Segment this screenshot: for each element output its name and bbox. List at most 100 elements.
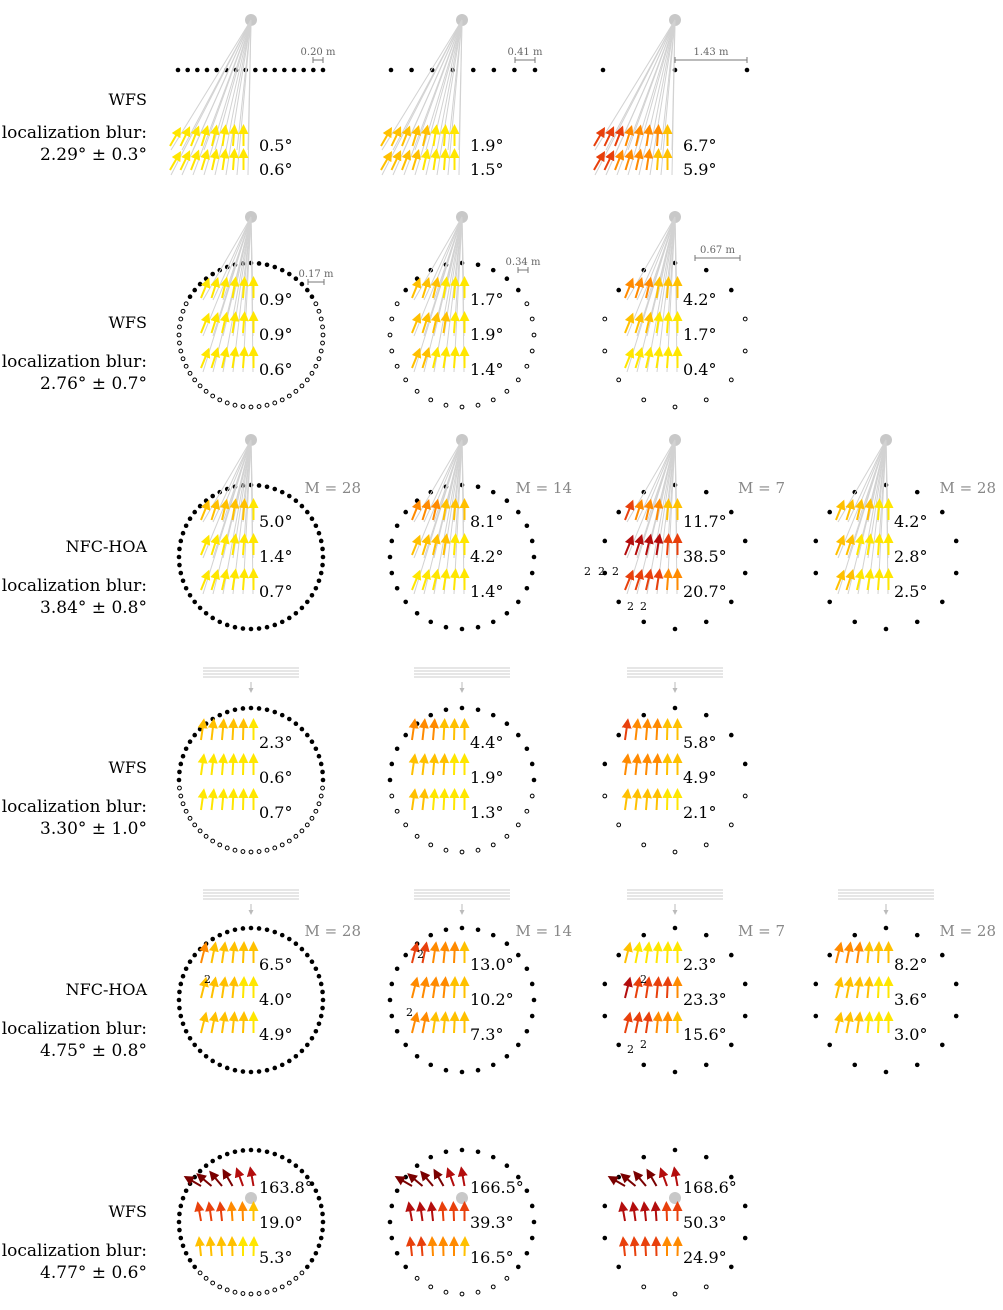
active-loudspeaker (443, 707, 449, 713)
direction-arrow (430, 311, 441, 334)
direction-arrow (179, 126, 191, 147)
blur-readout: 0.7° (259, 582, 292, 601)
inactive-loudspeaker (515, 377, 521, 383)
direction-arrow (634, 499, 644, 521)
active-loudspeaker (203, 1053, 209, 1059)
active-loudspeaker (504, 276, 510, 282)
inactive-loudspeaker (320, 340, 325, 346)
direction-arrow (419, 941, 430, 964)
inactive-loudspeaker (176, 332, 182, 338)
active-loudspeaker (313, 1250, 319, 1256)
row-label-2: WFS localization blur: 2.76° ± 0.7° (0, 313, 147, 394)
inactive-loudspeaker (272, 1287, 278, 1293)
blur-readout: 4.0° (259, 990, 292, 1009)
active-loudspeaker (515, 509, 521, 515)
active-loudspeaker (177, 989, 182, 995)
active-loudspeaker (602, 570, 608, 576)
direction-arrow (408, 788, 419, 811)
direction-arrow (439, 148, 450, 171)
direction-arrow (653, 498, 664, 521)
direction-arrow (228, 1011, 239, 1034)
ray-line (433, 216, 463, 373)
direction-arrow (634, 277, 644, 299)
blur-readout: 1.7° (683, 325, 716, 344)
inactive-loudspeaker (313, 301, 319, 307)
inactive-loudspeaker (459, 404, 465, 410)
active-loudspeaker (224, 622, 230, 628)
blur-readout: 38.5° (683, 547, 727, 566)
active-loudspeaker (703, 932, 709, 938)
active-loudspeaker (304, 1042, 310, 1048)
direction-arrow (410, 1011, 420, 1034)
active-loudspeaker (293, 276, 299, 282)
active-loudspeaker (515, 732, 521, 738)
ray-line (433, 439, 463, 595)
direction-arrow (439, 976, 450, 999)
direction-arrow (218, 788, 228, 811)
active-loudspeaker (504, 1163, 510, 1169)
direction-arrow (218, 941, 229, 964)
active-loudspeaker (394, 523, 400, 529)
inactive-loudspeaker (504, 1275, 510, 1281)
direction-arrow (652, 148, 663, 171)
direction-arrow (853, 1011, 864, 1034)
inactive-loudspeaker (279, 842, 285, 848)
direction-arrow (420, 124, 431, 147)
ray-line (636, 216, 676, 301)
ray-line (403, 19, 463, 151)
active-loudspeaker (203, 1163, 209, 1169)
active-loudspeaker (672, 626, 678, 632)
direction-arrow (210, 499, 220, 521)
active-loudspeaker (524, 1250, 530, 1256)
inactive-loudspeaker (197, 383, 203, 389)
active-loudspeaker (187, 1181, 193, 1186)
direction-arrow (380, 150, 392, 171)
active-loudspeaker (883, 925, 889, 931)
direction-arrow (440, 346, 451, 369)
blur-label: localization blur: (1, 123, 147, 143)
inactive-loudspeaker (197, 828, 203, 834)
active-loudspeaker (197, 281, 203, 287)
active-loudspeaker (279, 489, 285, 495)
active-loudspeaker (459, 1147, 465, 1153)
active-loudspeaker (316, 753, 322, 759)
active-loudspeaker (318, 1013, 324, 1019)
direction-arrow (618, 1201, 629, 1222)
inactive-loudspeaker (403, 377, 409, 383)
loudspeaker (262, 67, 268, 73)
ray-line (192, 19, 252, 151)
direction-arrow (408, 753, 419, 776)
multiplicity-marker: 2 (612, 565, 619, 578)
active-loudspeaker (309, 1036, 315, 1041)
blur-readout: 5.8° (683, 733, 716, 752)
active-loudspeaker (852, 619, 858, 625)
direction-arrow (228, 148, 239, 171)
method-label: WFS (108, 90, 147, 109)
inactive-loudspeaker (428, 1284, 434, 1290)
inactive-loudspeaker (616, 377, 622, 383)
direction-arrow (633, 1170, 647, 1187)
direction-arrow (843, 976, 854, 999)
active-loudspeaker (428, 619, 434, 625)
active-loudspeaker (299, 503, 305, 509)
direction-arrow (246, 1166, 257, 1187)
direction-arrow (449, 311, 460, 334)
loudspeaker (301, 67, 306, 73)
active-loudspeaker (192, 1264, 198, 1270)
active-loudspeaker (318, 570, 324, 576)
direction-arrow (643, 568, 654, 591)
direction-arrow (199, 1011, 209, 1034)
blur-readout: 23.3° (683, 990, 727, 1009)
active-loudspeaker (387, 997, 393, 1003)
direction-arrow (228, 941, 239, 964)
direction-arrow (429, 1011, 440, 1034)
active-loudspeaker (180, 1195, 186, 1201)
inactive-loudspeaker (443, 402, 449, 408)
active-loudspeaker (272, 709, 278, 715)
active-loudspeaker (287, 936, 292, 942)
loudspeaker (744, 67, 750, 73)
row-label-3: NFC-HOA localization blur: 3.84° ± 0.8° (0, 537, 147, 618)
active-loudspeaker (217, 1062, 223, 1068)
active-loudspeaker (177, 769, 182, 775)
direction-arrow (207, 718, 218, 741)
